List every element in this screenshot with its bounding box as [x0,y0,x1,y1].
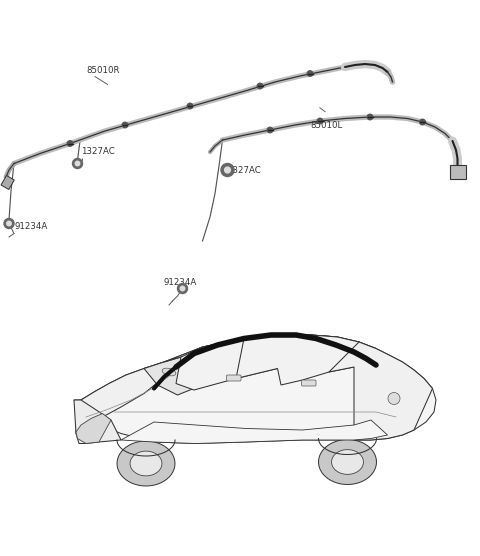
FancyBboxPatch shape [301,380,316,386]
Text: 85010L: 85010L [310,121,342,130]
Circle shape [178,284,188,294]
Polygon shape [301,335,376,359]
Polygon shape [164,335,337,362]
Polygon shape [121,420,387,444]
Circle shape [67,141,73,146]
Polygon shape [74,400,121,444]
Circle shape [7,221,11,226]
Circle shape [388,393,400,405]
Circle shape [72,158,83,168]
Polygon shape [130,451,162,476]
Circle shape [122,122,128,128]
Circle shape [367,114,373,120]
Polygon shape [319,439,376,484]
Polygon shape [76,357,181,434]
Circle shape [187,103,193,109]
Text: 91234A: 91234A [164,278,197,287]
Polygon shape [236,335,359,385]
Circle shape [75,161,80,166]
Circle shape [420,119,425,125]
Bar [450,165,466,178]
Ellipse shape [162,368,176,376]
Circle shape [257,83,263,89]
Text: 91234A: 91234A [14,222,47,231]
Text: 1327AC: 1327AC [81,147,115,156]
Polygon shape [117,441,175,486]
Text: 1327AC: 1327AC [228,166,261,175]
Polygon shape [332,450,363,474]
Circle shape [221,163,234,176]
Circle shape [317,118,323,124]
Polygon shape [329,342,432,440]
Bar [1,176,14,190]
Circle shape [180,286,185,291]
FancyBboxPatch shape [227,375,241,381]
Polygon shape [74,335,436,444]
Text: 85010R: 85010R [86,66,120,75]
Circle shape [4,219,14,229]
Polygon shape [76,414,111,444]
Circle shape [225,167,230,173]
Circle shape [307,71,313,76]
Polygon shape [176,335,281,390]
Circle shape [267,127,273,133]
Polygon shape [144,347,248,395]
